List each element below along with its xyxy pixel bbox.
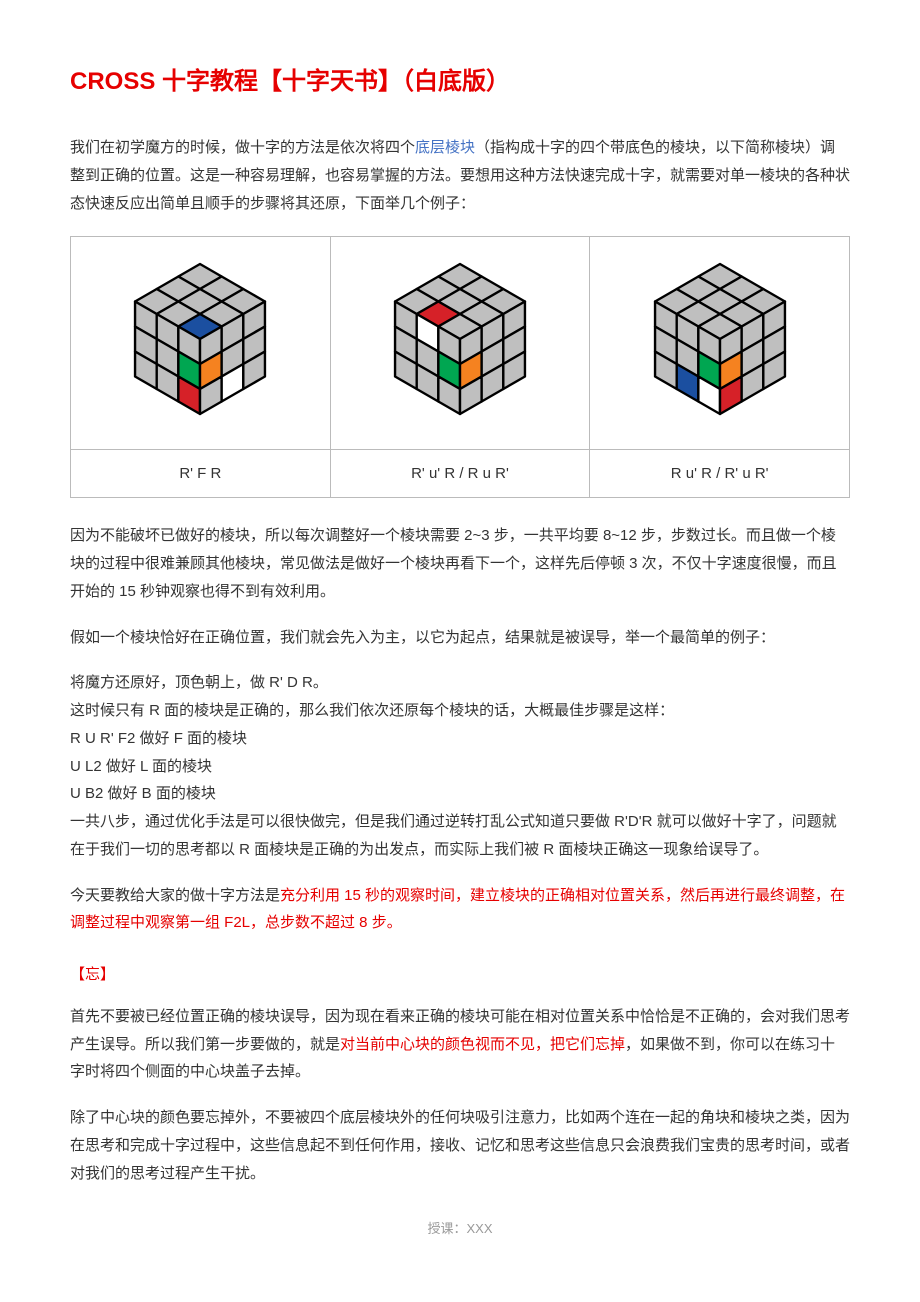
cube-cell-1: [330, 236, 590, 449]
section-title: 【忘】: [70, 961, 850, 989]
intro-blue-term: 底层棱块: [415, 139, 475, 156]
page-title: CROSS 十字教程【十字天书】（白底版）: [70, 60, 850, 104]
paragraph-2: 因为不能破坏已做好的棱块，所以每次调整好一个棱块需要 2~3 步，一共平均要 8…: [70, 522, 850, 605]
intro-pre: 我们在初学魔方的时候，做十字的方法是依次将四个: [70, 139, 415, 156]
page-footer: 授课：XXX: [70, 1217, 850, 1241]
p4-red: 对当前中心块的颜色视而不见，把它们忘掉: [340, 1036, 625, 1053]
paragraph-5: 除了中心块的颜色要忘掉外，不要被四个底层棱块外的任何块吸引注意力，比如两个连在一…: [70, 1104, 850, 1187]
step-line: R U R' F2 做好 F 面的棱块: [70, 725, 850, 753]
method-paragraph: 今天要教给大家的做十字方法是充分利用 15 秒的观察时间，建立棱块的正确相对位置…: [70, 882, 850, 938]
cube-caption-0: R' F R: [71, 449, 331, 498]
cube-caption-1: R' u' R / R u R': [330, 449, 590, 498]
steps-block: 将魔方还原好，顶色朝上，做 R' D R。 这时候只有 R 面的棱块是正确的，那…: [70, 669, 850, 863]
step-line: 这时候只有 R 面的棱块是正确的，那么我们依次还原每个棱块的话，大概最佳步骤是这…: [70, 697, 850, 725]
cube-cell-2: [590, 236, 850, 449]
intro-paragraph: 我们在初学魔方的时候，做十字的方法是依次将四个底层棱块（指构成十字的四个带底色的…: [70, 134, 850, 217]
step-line: U L2 做好 L 面的棱块: [70, 753, 850, 781]
cube-examples-table: R' F R R' u' R / R u R' R u' R / R' u R': [70, 236, 850, 499]
step-line: U B2 做好 B 面的棱块: [70, 780, 850, 808]
cube-caption-2: R u' R / R' u R': [590, 449, 850, 498]
paragraph-3: 假如一个棱块恰好在正确位置，我们就会先入为主，以它为起点，结果就是被误导，举一个…: [70, 624, 850, 652]
paragraph-4: 首先不要被已经位置正确的棱块误导，因为现在看来正确的棱块可能在相对位置关系中恰恰…: [70, 1003, 850, 1086]
method-pre: 今天要教给大家的做十字方法是: [70, 887, 280, 904]
step-line: 将魔方还原好，顶色朝上，做 R' D R。: [70, 669, 850, 697]
cube-cell-0: [71, 236, 331, 449]
step-line: 一共八步，通过优化手法是可以很快做完，但是我们通过逆转打乱公式知道只要做 R'D…: [70, 808, 850, 864]
